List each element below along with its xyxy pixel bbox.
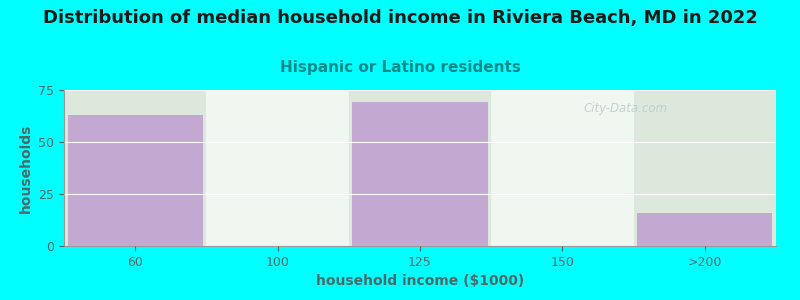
Bar (352, 103, 488, 246)
Text: Distribution of median household income in Riviera Beach, MD in 2022: Distribution of median household income … (42, 9, 758, 27)
Bar (634, 90, 776, 246)
Y-axis label: households: households (18, 123, 33, 213)
Bar (206, 90, 349, 246)
X-axis label: household income ($1000): household income ($1000) (316, 274, 524, 288)
Bar (349, 90, 491, 246)
Bar (64, 90, 206, 246)
Bar (491, 90, 634, 246)
Bar (637, 213, 773, 246)
Text: City-Data.com: City-Data.com (584, 102, 668, 115)
Text: Hispanic or Latino residents: Hispanic or Latino residents (279, 60, 521, 75)
Bar (67, 115, 203, 246)
